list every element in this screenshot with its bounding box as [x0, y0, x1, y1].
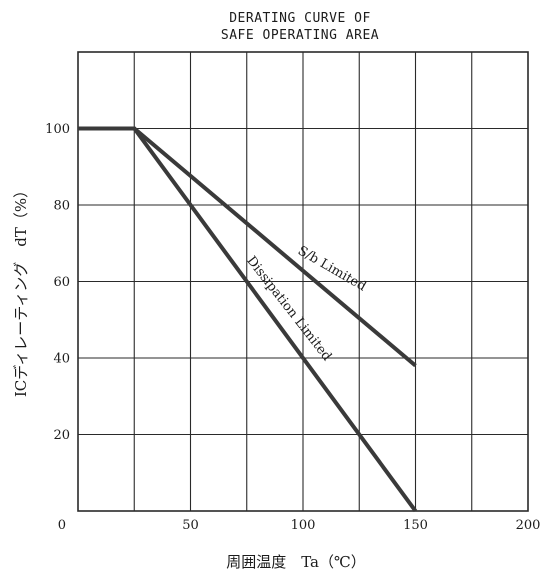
chart-subtitle: SAFE OPERATING AREA [221, 28, 379, 43]
y-tick-label: 40 [53, 352, 70, 367]
y-tick-label: 60 [53, 275, 70, 290]
x-axis-label: 周囲温度 Ta（℃） [226, 553, 366, 571]
x-tick-label: 100 [291, 518, 316, 533]
x-tick-label: 200 [516, 518, 541, 533]
x-tick-label: 50 [182, 518, 199, 533]
y-tick-label: 100 [45, 122, 70, 137]
tick-labels: 20 40 60 80 100 0 50 100 150 200 [45, 122, 540, 533]
series-lines [78, 126, 418, 513]
x-tick-label: 150 [403, 518, 428, 533]
annotation-sb-limited: S/b Limited [295, 243, 369, 294]
chart-title: DERATING CURVE OF [229, 11, 371, 26]
x-tick-label: 0 [58, 518, 66, 533]
grid [77, 51, 529, 512]
y-tick-label: 80 [53, 199, 70, 214]
y-axis-label: ICディレーティング dT（%） [12, 183, 30, 397]
y-tick-label: 20 [53, 428, 70, 443]
series-line-dissipation-limited [78, 126, 418, 513]
